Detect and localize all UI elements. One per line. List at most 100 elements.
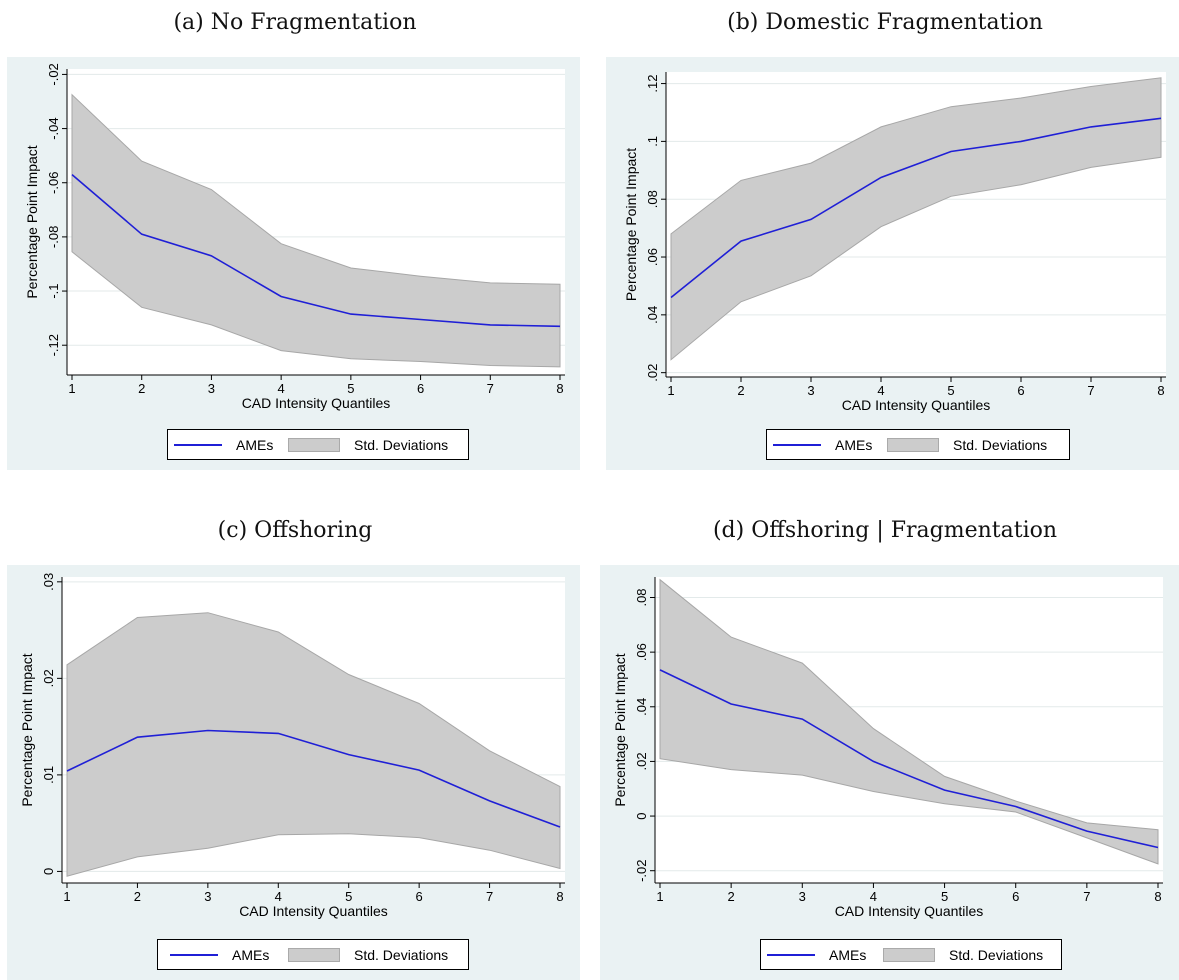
legend-ames-d: AMEs bbox=[767, 940, 866, 969]
y-tick-label: .02 bbox=[634, 752, 649, 770]
y-tick-label: .02 bbox=[41, 669, 56, 687]
y-tick-label: .06 bbox=[634, 643, 649, 661]
x-tick-label: 4 bbox=[870, 889, 877, 904]
chart-d-legend: AMEs Std. Deviations bbox=[760, 939, 1062, 970]
x-tick-label: 4 bbox=[877, 383, 884, 398]
legend-ames-label: AMEs bbox=[829, 946, 867, 963]
y-tick-label: .04 bbox=[634, 698, 649, 716]
legend-std-label: Std. Deviations bbox=[953, 436, 1048, 453]
ames-line bbox=[670, 117, 1162, 299]
legend-std-d: Std. Deviations bbox=[883, 940, 1043, 969]
x-tick-label: 6 bbox=[416, 889, 423, 904]
y-tick-label: .02 bbox=[645, 364, 660, 382]
area-swatch-icon bbox=[288, 437, 340, 452]
x-tick-label: 2 bbox=[134, 889, 141, 904]
x-tick-label: 3 bbox=[208, 381, 215, 396]
area-swatch-icon bbox=[883, 947, 935, 962]
std-deviation-band bbox=[71, 93, 561, 368]
y-tick-label: -.02 bbox=[634, 860, 649, 882]
x-tick-label: 2 bbox=[728, 889, 735, 904]
legend-ames-label: AMEs bbox=[236, 436, 274, 453]
panel-a-caption: (a) No Fragmentation bbox=[173, 10, 417, 35]
chart-panel-d: -.02 0 .02 .04 .06 .08 1 2 3 4 5 6 7 8 CAD Intensity Q… bbox=[600, 565, 1179, 980]
legend-ames-a: AMEs bbox=[174, 430, 273, 459]
y-tick-label: -.12 bbox=[46, 334, 61, 356]
std-deviation-band bbox=[670, 77, 1162, 361]
y-tick-label: -.1 bbox=[46, 283, 61, 298]
x-tick-label: 5 bbox=[347, 381, 354, 396]
y-tick-label: -.06 bbox=[46, 172, 61, 194]
x-tick-label: 6 bbox=[1017, 383, 1024, 398]
y-tick-label: .06 bbox=[645, 248, 660, 266]
x-tick-label: 8 bbox=[1154, 889, 1161, 904]
ames-line bbox=[659, 669, 1159, 849]
x-tick-label: 1 bbox=[667, 383, 674, 398]
x-tick-label: 2 bbox=[737, 383, 744, 398]
x-tick-label: 7 bbox=[486, 889, 493, 904]
x-tick-label: 3 bbox=[799, 889, 806, 904]
x-axis-title: CAD Intensity Quantiles bbox=[239, 903, 388, 919]
x-tick-label: 3 bbox=[807, 383, 814, 398]
legend-std-a: Std. Deviations bbox=[288, 430, 448, 459]
y-axis-title: Percentage Point Impact bbox=[24, 145, 40, 298]
x-tick-label: 8 bbox=[1157, 383, 1164, 398]
panel-c-caption: (c) Offshoring bbox=[217, 518, 373, 543]
ames-line bbox=[71, 173, 561, 328]
chart-panel-b: .02 .04 .06 .08 .1 .12 1 2 3 4 5 6 7 8 CAD Intensity Q… bbox=[606, 57, 1179, 470]
y-tick-label: -.08 bbox=[46, 226, 61, 248]
legend-std-label: Std. Deviations bbox=[949, 946, 1044, 963]
x-tick-label: 7 bbox=[1083, 889, 1090, 904]
x-tick-label: 8 bbox=[556, 381, 563, 396]
y-tick-label: 0 bbox=[634, 812, 649, 819]
legend-std-b: Std. Deviations bbox=[887, 430, 1047, 459]
y-tick-label: -.02 bbox=[46, 63, 61, 85]
y-tick-label: .1 bbox=[645, 136, 660, 147]
line-swatch-icon bbox=[767, 953, 815, 956]
chart-a-svg: -.12 -.1 -.08 -.06 -.04 -.02 1 2 3 4 5 6 7 8 CAD Inten… bbox=[24, 63, 565, 411]
x-tick-label: 5 bbox=[947, 383, 954, 398]
x-tick-label: 3 bbox=[204, 889, 211, 904]
x-tick-label: 4 bbox=[278, 381, 285, 396]
line-swatch-icon bbox=[170, 953, 218, 956]
y-tick-label: .01 bbox=[41, 766, 56, 784]
legend-ames-b: AMEs bbox=[773, 430, 872, 459]
panel-d-caption: (d) Offshoring | Fragmentation bbox=[712, 518, 1058, 543]
chart-a-legend: AMEs Std. Deviations bbox=[167, 429, 469, 460]
x-tick-label: 7 bbox=[487, 381, 494, 396]
x-axis-title: CAD Intensity Quantiles bbox=[842, 397, 991, 413]
x-tick-label: 5 bbox=[345, 889, 352, 904]
chart-c-legend: AMEs Std. Deviations bbox=[157, 939, 469, 970]
line-swatch-icon bbox=[773, 443, 821, 446]
x-tick-label: 6 bbox=[417, 381, 424, 396]
legend-ames-c: AMEs bbox=[170, 940, 269, 969]
x-tick-label: 1 bbox=[63, 889, 70, 904]
x-tick-label: 8 bbox=[556, 889, 563, 904]
area-swatch-icon bbox=[887, 437, 939, 452]
x-axis-title: CAD Intensity Quantiles bbox=[242, 395, 391, 411]
panel-b-caption: (b) Domestic Fragmentation bbox=[727, 10, 1043, 35]
y-tick-label: .03 bbox=[41, 573, 56, 591]
area-swatch-icon bbox=[288, 947, 340, 962]
chart-d-svg: -.02 0 .02 .04 .06 .08 1 2 3 4 5 6 7 8 CAD Intensity Q… bbox=[612, 577, 1163, 919]
y-tick-label: .04 bbox=[645, 306, 660, 324]
y-tick-label: -.04 bbox=[46, 117, 61, 139]
legend-std-label: Std. Deviations bbox=[354, 946, 449, 963]
x-tick-label: 1 bbox=[656, 889, 663, 904]
chart-panel-c: 0 .01 .02 .03 1 2 3 4 5 6 7 8 CAD Intensity Quantile… bbox=[7, 565, 580, 980]
y-tick-label: .12 bbox=[645, 75, 660, 93]
y-axis-title: Percentage Point Impact bbox=[623, 148, 639, 301]
y-tick-label: .08 bbox=[634, 588, 649, 606]
legend-ames-label: AMEs bbox=[835, 436, 873, 453]
chart-panel-a: -.12 -.1 -.08 -.06 -.04 -.02 1 2 3 4 5 6 7 8 CAD Inten… bbox=[7, 57, 580, 470]
y-axis-title: Percentage Point Impact bbox=[612, 653, 628, 806]
legend-std-label: Std. Deviations bbox=[354, 436, 449, 453]
x-axis-title: CAD Intensity Quantiles bbox=[835, 903, 984, 919]
chart-b-legend: AMEs Std. Deviations bbox=[766, 429, 1070, 460]
line-swatch-icon bbox=[174, 443, 222, 446]
y-tick-label: 0 bbox=[41, 868, 56, 875]
x-tick-label: 5 bbox=[941, 889, 948, 904]
legend-std-c: Std. Deviations bbox=[288, 940, 448, 969]
y-axis-title: Percentage Point Impact bbox=[19, 653, 35, 806]
x-tick-label: 4 bbox=[275, 889, 282, 904]
x-tick-label: 2 bbox=[138, 381, 145, 396]
